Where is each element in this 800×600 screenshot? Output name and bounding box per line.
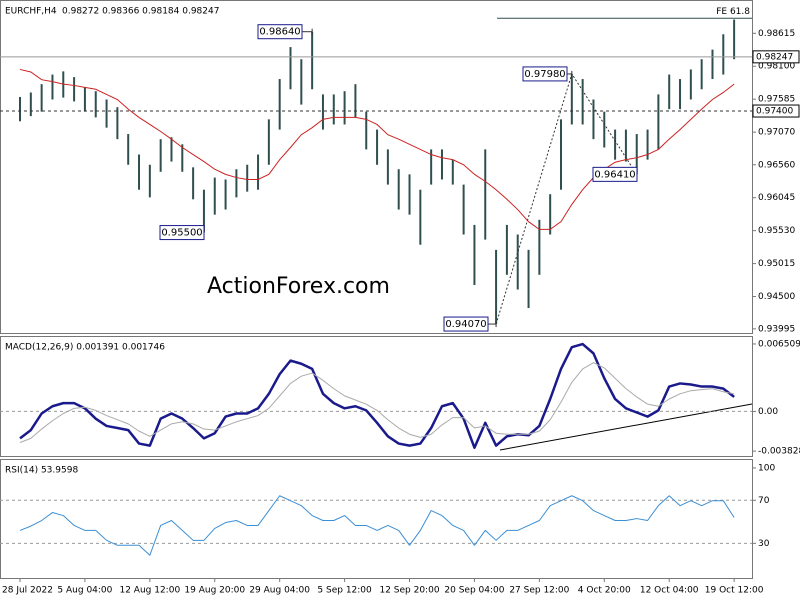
moving-average — [19, 68, 735, 230]
y-tick-label: 0.00 — [758, 407, 778, 417]
y-tick-label: 0.98615 — [758, 29, 795, 39]
x-tick-label: 27 Sep 12:00 — [509, 586, 569, 596]
y-tick-label: 0.97585 — [758, 95, 795, 105]
annotation-label: 0.97980 — [524, 69, 565, 80]
annotation-label: 0.96410 — [594, 169, 635, 180]
x-tick-label: 19 Aug 20:00 — [184, 586, 245, 596]
annotation-box — [592, 166, 638, 182]
x-tick-label: 12 Aug 12:00 — [119, 586, 180, 596]
x-tick-label: 12 Sep 20:00 — [379, 586, 439, 596]
x-tick-label: 5 Aug 04:00 — [57, 586, 112, 596]
y-tick-label: 100 — [758, 463, 775, 473]
panel-title: EURCHF,H4 — [5, 7, 57, 17]
x-tick-label: 4 Oct 20:00 — [578, 586, 631, 596]
price-panel — [0, 0, 753, 334]
panel-title: MACD(12,26,9) 0.001391 0.001746 — [5, 343, 165, 353]
y-tick-label: 0.006509 — [758, 339, 800, 349]
macd-panel — [0, 336, 753, 457]
y-tick-label: 0.95530 — [758, 226, 795, 236]
x-tick-label: 20 Sep 04:00 — [444, 586, 504, 596]
y-tick-label: 0.97070 — [758, 128, 795, 138]
indicator-line — [19, 495, 735, 556]
y-tick-label: 0.93995 — [758, 324, 795, 334]
annotation-box — [257, 24, 303, 40]
x-tick-label: 29 Aug 04:00 — [249, 586, 310, 596]
rsi-panel — [0, 459, 753, 579]
annotation-box — [522, 66, 568, 82]
annotation-label: 0.94070 — [445, 319, 486, 330]
annotation-label: 0.98640 — [259, 27, 300, 38]
watermark: ActionForex.com — [207, 274, 390, 299]
indicator-line — [19, 362, 735, 443]
x-tick-label: 5 Sep 12:00 — [317, 586, 372, 596]
x-tick-label: 12 Oct 04:00 — [640, 586, 699, 596]
x-tick-label: 28 Jul 2022 — [2, 586, 53, 596]
annotation-label: 0.95500 — [161, 228, 202, 239]
annotation-box — [159, 225, 205, 241]
price-level-label: 0.97400 — [756, 107, 793, 117]
y-tick-label: 0.94500 — [758, 292, 795, 302]
y-tick-label: 0.98100 — [758, 62, 795, 72]
y-tick-label: -0.003828 — [758, 447, 800, 457]
ohlc-values: 0.98272 0.98366 0.98184 0.98247 — [62, 7, 219, 17]
y-tick-label: 0.95015 — [758, 259, 795, 269]
panel-title: RSI(14) 53.9598 — [5, 466, 78, 476]
annotation-box — [443, 316, 489, 332]
y-tick-label: 70 — [758, 496, 770, 506]
price-level-box — [752, 50, 800, 64]
y-tick-label: 0.96560 — [758, 160, 795, 170]
y-tick-label: 0.96045 — [758, 193, 795, 203]
price-level-box — [752, 104, 800, 118]
fe-label: FE 61.8 — [716, 7, 750, 17]
y-tick-label: 30 — [758, 539, 770, 549]
x-tick-label: 19 Oct 12:00 — [705, 586, 764, 596]
price-level-label: 0.98247 — [756, 52, 793, 62]
indicator-line — [19, 342, 735, 449]
